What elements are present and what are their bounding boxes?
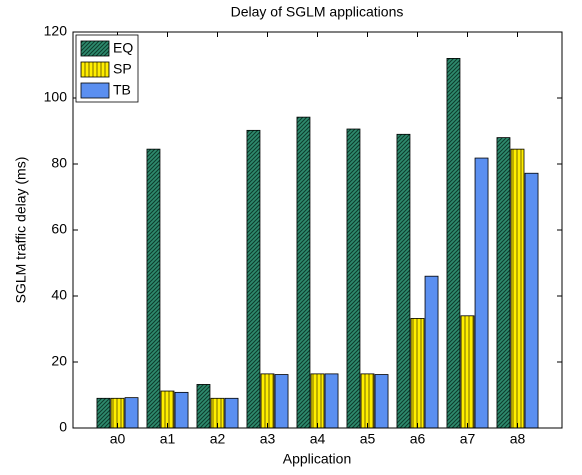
chart-title: Delay of SGLM applications: [231, 4, 404, 20]
bar: [296, 116, 311, 429]
x-tick-label: a6: [410, 431, 426, 447]
x-axis-label: Application: [283, 451, 352, 467]
legend-swatch: [80, 40, 110, 57]
bar: [310, 373, 325, 429]
bar: [360, 373, 375, 429]
legend-swatch: [80, 82, 110, 99]
x-tick-label: a0: [110, 431, 126, 447]
bar: [146, 148, 161, 429]
bar: [460, 315, 475, 429]
bar: [524, 172, 539, 429]
bar: [274, 374, 289, 429]
y-axis-label: SGLM traffic delay (ms): [13, 157, 29, 304]
bar: [346, 128, 361, 429]
legend-label: TB: [113, 82, 131, 98]
bar: [224, 397, 239, 429]
bar: [96, 397, 111, 429]
bar: [496, 137, 511, 429]
y-tick-label: 40: [51, 287, 67, 303]
x-tick-label: a7: [460, 431, 476, 447]
y-tick-label: 60: [51, 221, 67, 237]
bar: [246, 129, 261, 429]
bar: [324, 373, 339, 429]
bar: [196, 384, 211, 429]
bar: [446, 58, 461, 429]
plot-frame: [72, 31, 563, 429]
legend-label: EQ: [113, 40, 133, 56]
bar: [396, 133, 411, 429]
x-tick-label: a2: [210, 431, 226, 447]
y-tick-label: 100: [44, 89, 68, 105]
bar: [260, 373, 275, 429]
bar: [160, 390, 175, 429]
y-tick-label: 120: [44, 23, 68, 39]
y-tick-label: 20: [51, 353, 67, 369]
legend-label: SP: [113, 61, 132, 77]
bar: [410, 318, 425, 429]
legend-swatch: [80, 61, 110, 78]
y-tick-label: 0: [59, 419, 67, 435]
x-tick-label: a1: [160, 431, 176, 447]
y-tick-label: 80: [51, 155, 67, 171]
bar: [424, 275, 439, 429]
x-tick-label: a8: [510, 431, 526, 447]
bar: [174, 391, 189, 429]
bar: [510, 148, 525, 429]
x-tick-label: a5: [360, 431, 376, 447]
bar: [124, 397, 139, 429]
bar: [374, 374, 389, 429]
x-tick-label: a3: [260, 431, 276, 447]
x-tick-label: a4: [310, 431, 326, 447]
bar: [474, 157, 489, 429]
